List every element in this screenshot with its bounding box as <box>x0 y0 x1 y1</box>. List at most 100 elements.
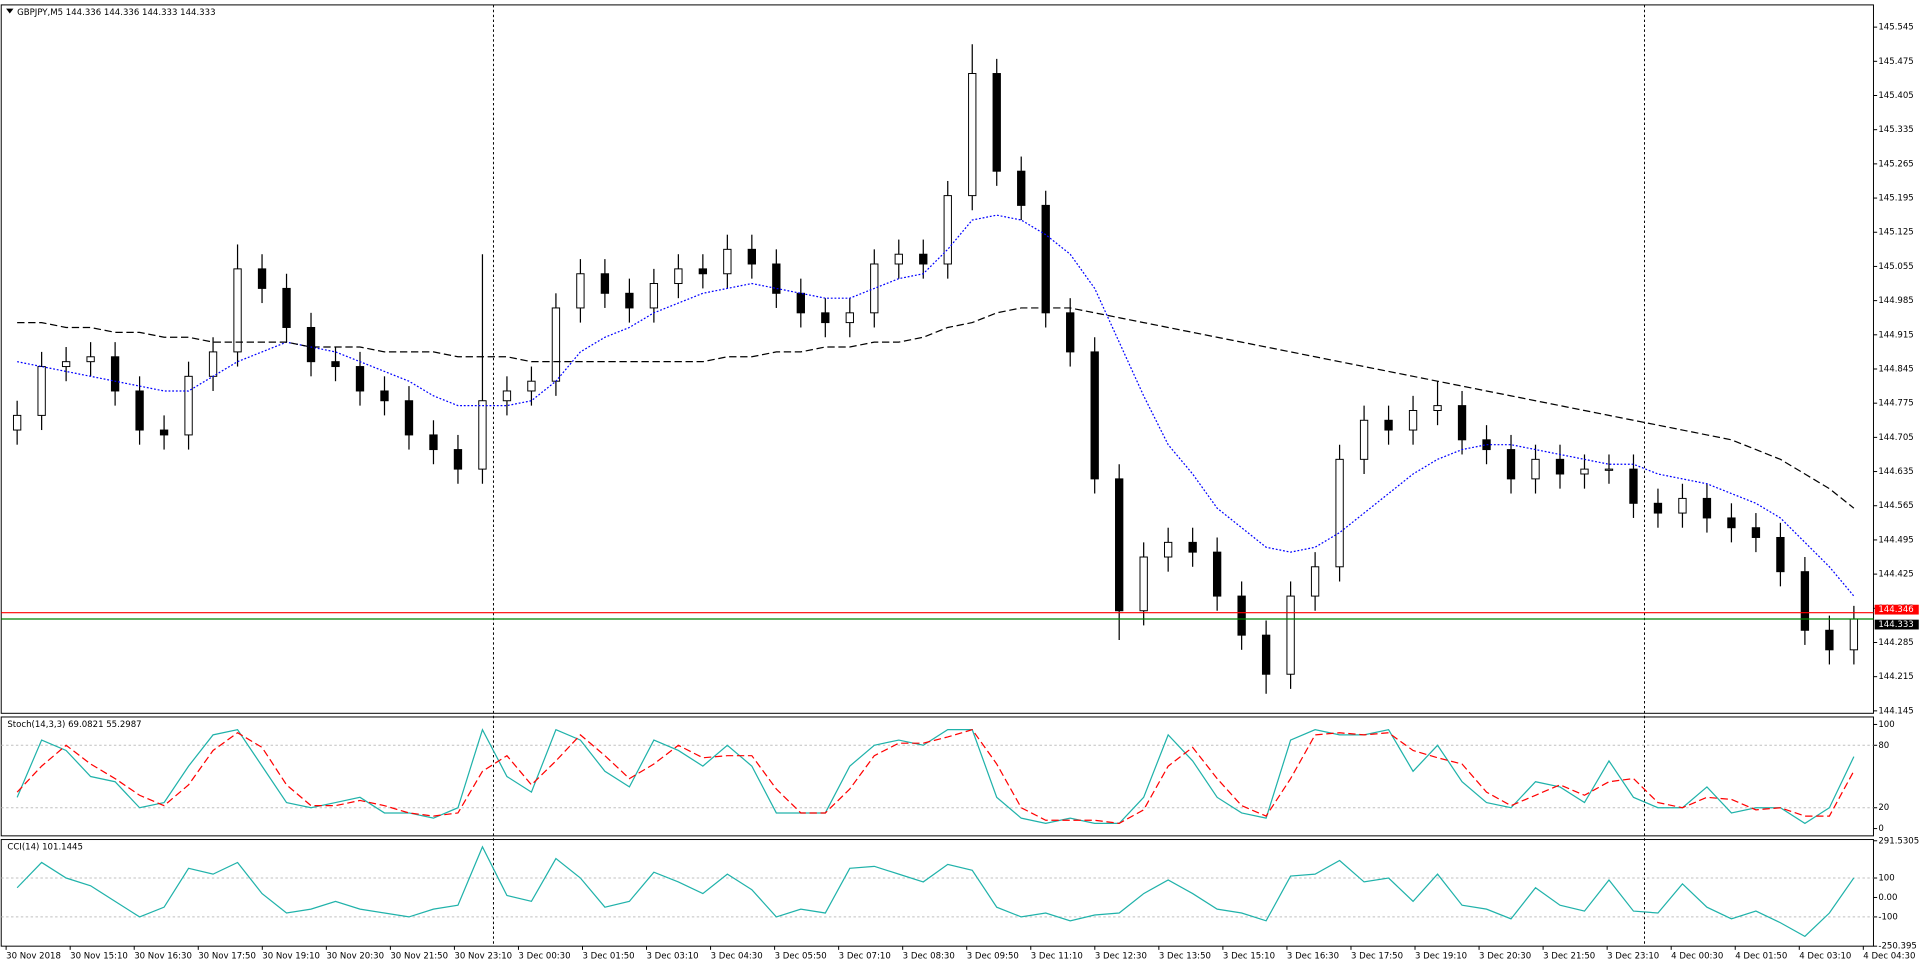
candle-body <box>796 292 805 314</box>
y-tick-label: 144.215 <box>1878 672 1913 682</box>
candle-body <box>110 356 120 392</box>
chart-title: GBPJPY,M5 144.336 144.336 144.333 144.33… <box>17 8 215 18</box>
candle-body <box>894 253 903 265</box>
candle-body <box>331 361 340 368</box>
candle-body <box>306 326 316 363</box>
candle-body <box>478 400 487 470</box>
candle-body <box>86 356 95 363</box>
y-tick-label: 144.495 <box>1878 535 1913 545</box>
candle-body <box>649 283 659 309</box>
y-tick-label: 144.845 <box>1878 364 1913 374</box>
candle-body <box>551 307 561 382</box>
candle-body <box>845 312 854 324</box>
candle-body <box>1090 351 1099 480</box>
x-tick-label: 30 Nov 2018 <box>6 951 61 961</box>
y-tick-label: -250.395 <box>1878 942 1916 952</box>
y-tick-label: 144.285 <box>1878 638 1913 648</box>
x-tick-label: 4 Dec 04:30 <box>1863 951 1915 961</box>
x-tick-label: 3 Dec 05:50 <box>775 951 827 961</box>
candle-body <box>1482 439 1491 451</box>
ask-line-box <box>1874 604 1919 615</box>
candle-body <box>429 434 438 451</box>
x-tick-label: 3 Dec 13:50 <box>1159 951 1211 961</box>
y-tick-label: 144.635 <box>1878 467 1913 477</box>
indicator-line <box>16 728 1855 825</box>
candle-body <box>576 273 585 309</box>
x-tick-label: 30 Nov 23:10 <box>454 951 512 961</box>
x-tick-label: 3 Dec 21:50 <box>1543 951 1595 961</box>
x-tick-label: 3 Dec 12:30 <box>1095 951 1147 961</box>
y-tick-label: 20 <box>1878 803 1889 813</box>
indicator-title: CCI(14) 101.1445 <box>7 842 83 852</box>
candle-body <box>1825 629 1834 651</box>
candle-body <box>772 263 781 294</box>
candle-body <box>1237 595 1246 636</box>
candle-body <box>1310 566 1320 597</box>
candle-body <box>1261 634 1271 675</box>
symbol-menu-arrow[interactable] <box>6 8 14 14</box>
candle-body <box>968 73 977 197</box>
candle-body <box>37 366 46 416</box>
candle-body <box>1604 468 1614 471</box>
x-tick-label: 30 Nov 15:10 <box>70 951 128 961</box>
candle-body <box>1849 618 1859 651</box>
candle-body <box>12 414 22 431</box>
y-tick-label: 145.335 <box>1878 125 1913 135</box>
x-tick-label: 3 Dec 01:50 <box>582 951 634 961</box>
candle-body <box>600 273 610 294</box>
x-tick-label: 3 Dec 16:30 <box>1287 951 1339 961</box>
candle-body <box>747 248 756 265</box>
x-tick-label: 3 Dec 20:30 <box>1479 951 1531 961</box>
candle-body <box>1555 458 1565 475</box>
candle-body <box>698 268 708 275</box>
bid-line-label: 144.333 <box>1878 620 1913 630</box>
y-tick-label: 291.5305 <box>1878 836 1919 846</box>
y-tick-label: 144.145 <box>1878 706 1913 716</box>
candle-body <box>1188 541 1197 553</box>
candle-body <box>821 312 830 324</box>
y-tick-label: 145.475 <box>1878 57 1913 67</box>
candle-body <box>1702 497 1712 519</box>
candle-body <box>453 449 463 470</box>
candle-body <box>1506 449 1516 480</box>
candle-body <box>135 390 144 431</box>
candle-body <box>1066 312 1075 353</box>
candle-body <box>1580 468 1589 475</box>
candle-body <box>674 268 683 285</box>
x-tick-label: 3 Dec 07:10 <box>839 951 891 961</box>
y-tick-label: 145.265 <box>1878 159 1913 169</box>
candle-body <box>1384 419 1393 431</box>
candle-body <box>282 287 291 328</box>
y-tick-label: 145.405 <box>1878 91 1913 101</box>
candle-body <box>1727 517 1736 529</box>
candle-body <box>1212 551 1222 597</box>
x-tick-label: 3 Dec 23:10 <box>1607 951 1659 961</box>
x-tick-label: 3 Dec 19:10 <box>1415 951 1467 961</box>
panel-frame <box>0 716 1874 837</box>
candle-body <box>1531 458 1540 480</box>
x-tick-label: 3 Dec 09:50 <box>967 951 1019 961</box>
y-tick-label: 0 <box>1878 824 1883 834</box>
y-tick-label: 145.125 <box>1878 228 1913 238</box>
x-tick-label: 30 Nov 17:50 <box>198 951 256 961</box>
candle-body <box>625 292 634 309</box>
x-tick-label: 4 Dec 03:10 <box>1799 951 1851 961</box>
candle-body <box>1359 419 1369 460</box>
x-tick-label: 3 Dec 15:10 <box>1223 951 1275 961</box>
candle-body <box>1164 541 1173 558</box>
candle-body <box>233 268 242 353</box>
candle-body <box>1433 405 1442 411</box>
y-tick-label: 100 <box>1878 720 1894 730</box>
x-tick-label: 4 Dec 00:30 <box>1671 951 1723 961</box>
x-tick-label: 30 Nov 19:10 <box>262 951 320 961</box>
candle-body <box>1800 571 1810 631</box>
candle-body <box>502 390 512 402</box>
candle-body <box>992 73 1001 172</box>
y-tick-label: 145.195 <box>1878 194 1913 204</box>
candle-body <box>355 366 365 392</box>
ask-line-label: 144.346 <box>1878 605 1913 615</box>
candle-body <box>1041 204 1050 314</box>
y-tick-label: 145.545 <box>1878 23 1913 33</box>
